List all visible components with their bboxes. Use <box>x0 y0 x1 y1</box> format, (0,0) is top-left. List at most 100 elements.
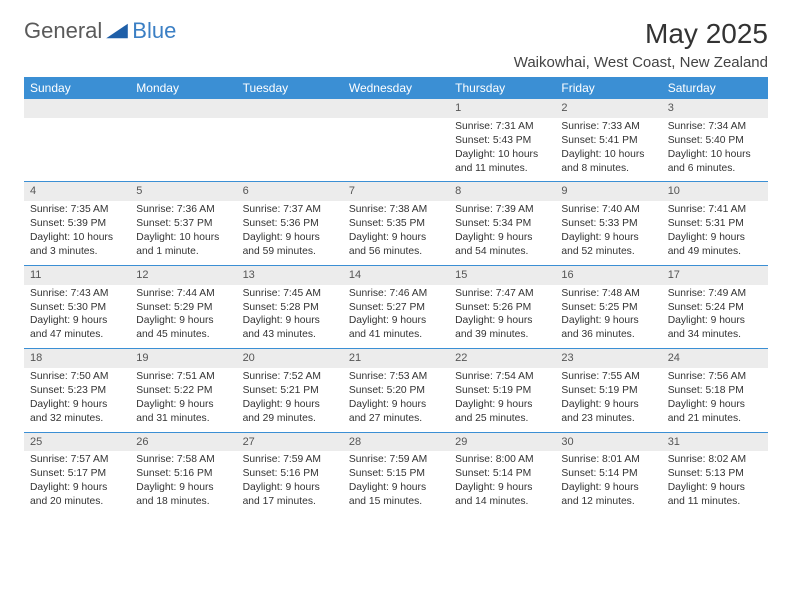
calendar-day-cell: 22Sunrise: 7:54 AMSunset: 5:19 PMDayligh… <box>449 349 555 432</box>
day-body: Sunrise: 7:35 AMSunset: 5:39 PMDaylight:… <box>24 201 130 265</box>
calendar-week-row: 11Sunrise: 7:43 AMSunset: 5:30 PMDayligh… <box>24 265 768 348</box>
day-body: Sunrise: 7:59 AMSunset: 5:15 PMDaylight:… <box>343 451 449 515</box>
sunset-line: Sunset: 5:20 PM <box>349 384 443 398</box>
sunrise-line: Sunrise: 7:31 AM <box>455 120 549 134</box>
sunset-line: Sunset: 5:28 PM <box>243 301 337 315</box>
sunset-line: Sunset: 5:19 PM <box>561 384 655 398</box>
day-number: 24 <box>662 349 768 368</box>
sunrise-line: Sunrise: 7:34 AM <box>668 120 762 134</box>
calendar-day-cell: 6Sunrise: 7:37 AMSunset: 5:36 PMDaylight… <box>237 182 343 265</box>
daylight-line: Daylight: 9 hours and 34 minutes. <box>668 314 762 342</box>
day-number-bar <box>237 99 343 118</box>
day-number: 29 <box>449 433 555 452</box>
day-number: 17 <box>662 266 768 285</box>
calendar-week-row: 4Sunrise: 7:35 AMSunset: 5:39 PMDaylight… <box>24 182 768 265</box>
daylight-line: Daylight: 9 hours and 41 minutes. <box>349 314 443 342</box>
header: General Blue May 2025 <box>24 18 768 50</box>
daylight-line: Daylight: 9 hours and 17 minutes. <box>243 481 337 509</box>
day-body: Sunrise: 7:53 AMSunset: 5:20 PMDaylight:… <box>343 368 449 432</box>
sunset-line: Sunset: 5:39 PM <box>30 217 124 231</box>
calendar-day-cell: 5Sunrise: 7:36 AMSunset: 5:37 PMDaylight… <box>130 182 236 265</box>
sunset-line: Sunset: 5:31 PM <box>668 217 762 231</box>
sunset-line: Sunset: 5:33 PM <box>561 217 655 231</box>
day-body: Sunrise: 7:47 AMSunset: 5:26 PMDaylight:… <box>449 285 555 349</box>
calendar-day-cell: 2Sunrise: 7:33 AMSunset: 5:41 PMDaylight… <box>555 99 661 182</box>
sunrise-line: Sunrise: 7:58 AM <box>136 453 230 467</box>
calendar-day-cell: 15Sunrise: 7:47 AMSunset: 5:26 PMDayligh… <box>449 265 555 348</box>
day-number: 31 <box>662 433 768 452</box>
day-body: Sunrise: 7:44 AMSunset: 5:29 PMDaylight:… <box>130 285 236 349</box>
sunrise-line: Sunrise: 7:59 AM <box>243 453 337 467</box>
daylight-line: Daylight: 10 hours and 1 minute. <box>136 231 230 259</box>
sunrise-line: Sunrise: 7:57 AM <box>30 453 124 467</box>
calendar-day-cell: 31Sunrise: 8:02 AMSunset: 5:13 PMDayligh… <box>662 432 768 515</box>
day-body: Sunrise: 8:01 AMSunset: 5:14 PMDaylight:… <box>555 451 661 515</box>
day-number: 18 <box>24 349 130 368</box>
calendar-day-cell: 14Sunrise: 7:46 AMSunset: 5:27 PMDayligh… <box>343 265 449 348</box>
daylight-line: Daylight: 9 hours and 54 minutes. <box>455 231 549 259</box>
weekday-header: Saturday <box>662 77 768 99</box>
daylight-line: Daylight: 9 hours and 39 minutes. <box>455 314 549 342</box>
sunset-line: Sunset: 5:30 PM <box>30 301 124 315</box>
calendar-day-cell: 17Sunrise: 7:49 AMSunset: 5:24 PMDayligh… <box>662 265 768 348</box>
sunrise-line: Sunrise: 7:45 AM <box>243 287 337 301</box>
weekday-header: Monday <box>130 77 236 99</box>
sunrise-line: Sunrise: 7:40 AM <box>561 203 655 217</box>
daylight-line: Daylight: 9 hours and 43 minutes. <box>243 314 337 342</box>
calendar-day-cell: 25Sunrise: 7:57 AMSunset: 5:17 PMDayligh… <box>24 432 130 515</box>
sunrise-line: Sunrise: 7:36 AM <box>136 203 230 217</box>
calendar-day-cell <box>130 99 236 182</box>
calendar-day-cell: 13Sunrise: 7:45 AMSunset: 5:28 PMDayligh… <box>237 265 343 348</box>
calendar-day-cell: 20Sunrise: 7:52 AMSunset: 5:21 PMDayligh… <box>237 349 343 432</box>
day-number: 20 <box>237 349 343 368</box>
daylight-line: Daylight: 9 hours and 49 minutes. <box>668 231 762 259</box>
sunrise-line: Sunrise: 7:54 AM <box>455 370 549 384</box>
page-title: May 2025 <box>645 18 768 50</box>
daylight-line: Daylight: 9 hours and 12 minutes. <box>561 481 655 509</box>
day-number: 2 <box>555 99 661 118</box>
daylight-line: Daylight: 10 hours and 6 minutes. <box>668 148 762 176</box>
calendar-body: 1Sunrise: 7:31 AMSunset: 5:43 PMDaylight… <box>24 99 768 515</box>
day-number: 27 <box>237 433 343 452</box>
calendar-day-cell: 23Sunrise: 7:55 AMSunset: 5:19 PMDayligh… <box>555 349 661 432</box>
day-body: Sunrise: 7:51 AMSunset: 5:22 PMDaylight:… <box>130 368 236 432</box>
day-number: 21 <box>343 349 449 368</box>
sunset-line: Sunset: 5:24 PM <box>668 301 762 315</box>
daylight-line: Daylight: 9 hours and 23 minutes. <box>561 398 655 426</box>
day-body <box>343 118 449 180</box>
sunset-line: Sunset: 5:14 PM <box>561 467 655 481</box>
day-number: 5 <box>130 182 236 201</box>
daylight-line: Daylight: 9 hours and 52 minutes. <box>561 231 655 259</box>
sunrise-line: Sunrise: 7:35 AM <box>30 203 124 217</box>
sunset-line: Sunset: 5:16 PM <box>136 467 230 481</box>
calendar-day-cell: 18Sunrise: 7:50 AMSunset: 5:23 PMDayligh… <box>24 349 130 432</box>
day-body: Sunrise: 7:59 AMSunset: 5:16 PMDaylight:… <box>237 451 343 515</box>
day-body: Sunrise: 8:02 AMSunset: 5:13 PMDaylight:… <box>662 451 768 515</box>
sunset-line: Sunset: 5:40 PM <box>668 134 762 148</box>
sunrise-line: Sunrise: 7:53 AM <box>349 370 443 384</box>
day-body: Sunrise: 7:49 AMSunset: 5:24 PMDaylight:… <box>662 285 768 349</box>
calendar-day-cell: 9Sunrise: 7:40 AMSunset: 5:33 PMDaylight… <box>555 182 661 265</box>
day-body: Sunrise: 7:33 AMSunset: 5:41 PMDaylight:… <box>555 118 661 182</box>
calendar-day-cell: 21Sunrise: 7:53 AMSunset: 5:20 PMDayligh… <box>343 349 449 432</box>
calendar-day-cell: 12Sunrise: 7:44 AMSunset: 5:29 PMDayligh… <box>130 265 236 348</box>
day-body: Sunrise: 7:34 AMSunset: 5:40 PMDaylight:… <box>662 118 768 182</box>
day-number: 12 <box>130 266 236 285</box>
sunrise-line: Sunrise: 8:02 AM <box>668 453 762 467</box>
location-text: Waikowhai, West Coast, New Zealand <box>24 54 768 71</box>
calendar-day-cell: 8Sunrise: 7:39 AMSunset: 5:34 PMDaylight… <box>449 182 555 265</box>
day-number-bar <box>24 99 130 118</box>
day-body: Sunrise: 7:50 AMSunset: 5:23 PMDaylight:… <box>24 368 130 432</box>
day-number: 15 <box>449 266 555 285</box>
calendar-week-row: 25Sunrise: 7:57 AMSunset: 5:17 PMDayligh… <box>24 432 768 515</box>
daylight-line: Daylight: 10 hours and 3 minutes. <box>30 231 124 259</box>
day-number: 1 <box>449 99 555 118</box>
daylight-line: Daylight: 9 hours and 32 minutes. <box>30 398 124 426</box>
day-body: Sunrise: 7:40 AMSunset: 5:33 PMDaylight:… <box>555 201 661 265</box>
sunrise-line: Sunrise: 7:41 AM <box>668 203 762 217</box>
logo-text-blue: Blue <box>132 18 176 44</box>
calendar-day-cell: 19Sunrise: 7:51 AMSunset: 5:22 PMDayligh… <box>130 349 236 432</box>
day-number: 30 <box>555 433 661 452</box>
day-number-bar <box>130 99 236 118</box>
day-number: 6 <box>237 182 343 201</box>
